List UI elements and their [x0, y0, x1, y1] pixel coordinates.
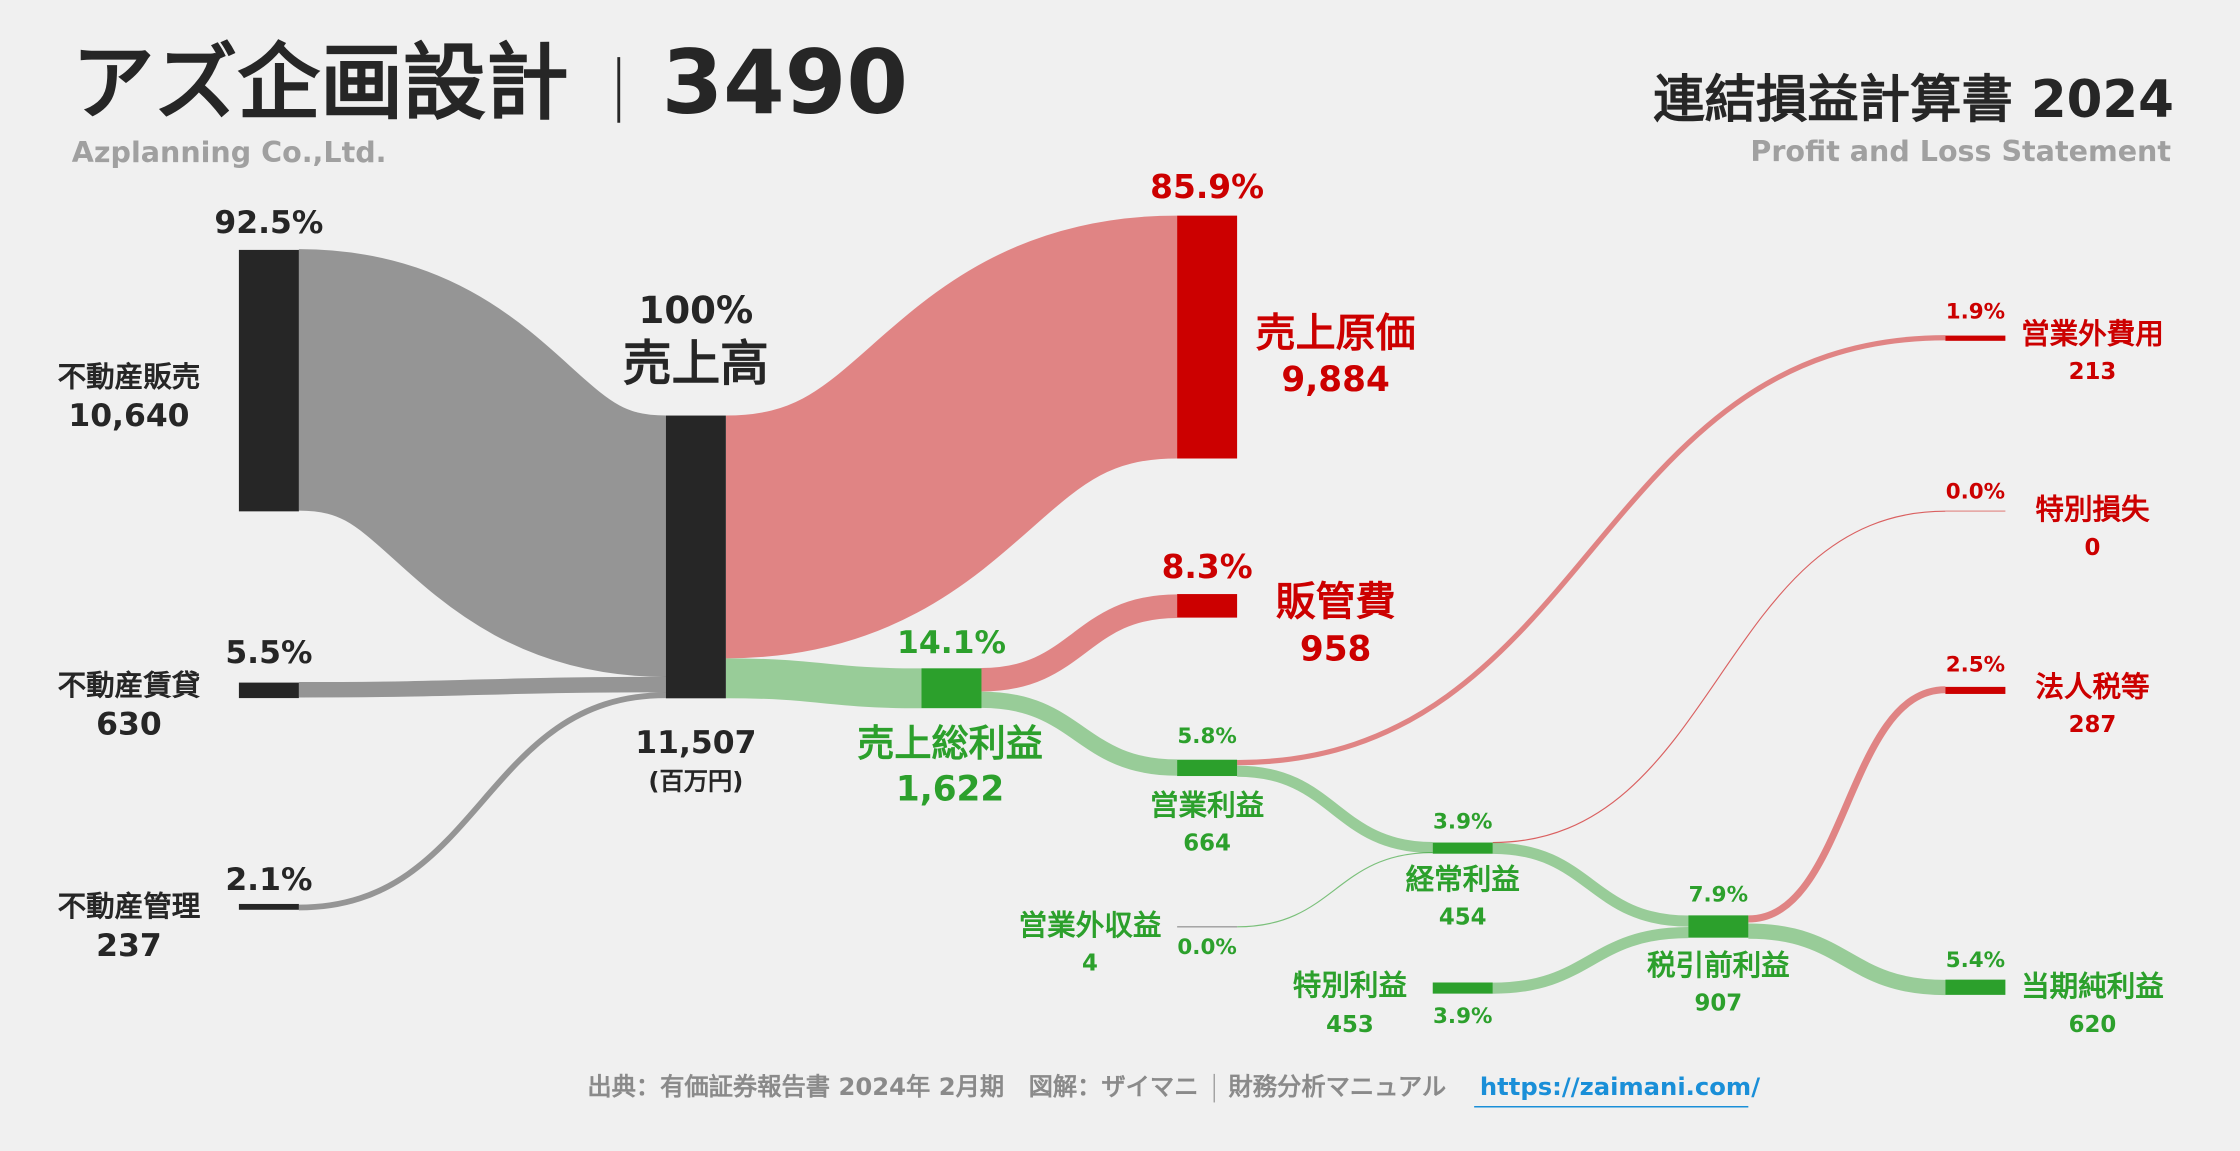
nodes: 不動産販売 10,640 92.5% 不動産賃貸 630 5.5% 不動産管理 237 2.1%… [58, 168, 2164, 1038]
node-value: 237 [96, 928, 162, 964]
node-name: 税引前利益 [1647, 948, 1790, 982]
node-share: 3.9% [1433, 810, 1492, 835]
node-share: 92.5% [214, 205, 323, 241]
links [294, 215, 1946, 996]
flow-link [725, 658, 922, 709]
node-name: 不動産管理 [58, 889, 201, 923]
node-value: 11,507 [635, 725, 756, 761]
statement-title: 連結損益計算書 2024 [1653, 70, 2174, 130]
node-bar [1177, 926, 1238, 928]
flow-link [1492, 926, 1689, 994]
node-name: 営業利益 [1150, 788, 1264, 822]
node-share: 5.8% [1177, 724, 1236, 749]
node-share: 3.9% [1433, 1004, 1492, 1029]
node-value: 907 [1695, 990, 1743, 1016]
flow-link [294, 249, 671, 677]
statement-subtitle: Profit and Loss Statement [1750, 134, 2171, 168]
node-value: 630 [96, 706, 162, 742]
footer-url[interactable]: https://zaimani.com/ [1480, 1072, 1760, 1101]
node-name: 不動産販売 [58, 359, 201, 393]
node-value: 4 [1082, 950, 1098, 976]
node-name: 営業外収益 [1019, 908, 1162, 942]
node-bar [1688, 915, 1749, 938]
company-code: 3490 [662, 31, 908, 134]
node-share: 7.9% [1689, 882, 1748, 907]
node-share: 0.0% [1177, 935, 1236, 960]
node-value: 213 [2069, 359, 2117, 385]
node-bar [1177, 759, 1238, 777]
node-value: 0 [2085, 535, 2101, 561]
node-bar [1177, 594, 1238, 618]
node-name: 不動産賃貸 [58, 668, 201, 702]
flow-link [1492, 510, 1946, 844]
node-bar [1432, 982, 1493, 994]
node-value: 1,622 [896, 770, 1004, 810]
node-value: 664 [1183, 830, 1231, 856]
footer-credit: 図解：ザイマニ [1029, 1072, 1199, 1101]
node-share: 8.3% [1162, 548, 1253, 586]
node-name: 特別利益 [1293, 968, 1407, 1002]
node-bar [238, 682, 299, 699]
node-bar [1945, 979, 2006, 995]
node-name: 営業外費用 [2021, 317, 2164, 351]
node-name: 売上総利益 [857, 722, 1043, 765]
chart-title: アズ企画設計 [72, 34, 569, 131]
node-name: 特別損失 [2035, 492, 2150, 526]
node-value: 958 [1300, 630, 1372, 670]
flow-link [1237, 335, 1946, 766]
node-share: 85.9% [1150, 168, 1264, 206]
footer-site-name: 財務分析マニュアル [1229, 1072, 1447, 1101]
flow-link [981, 594, 1178, 692]
flow-link [298, 692, 666, 911]
node-bar [1945, 686, 2006, 694]
node-share: 0.0% [1946, 480, 2005, 505]
node-name: 経常利益 [1406, 862, 1520, 896]
flow-link [1237, 851, 1433, 928]
node-name: 販管費 [1276, 579, 1396, 625]
node-value: 620 [2069, 1012, 2117, 1038]
flow-link [298, 676, 666, 698]
node-bar [238, 249, 299, 512]
node-value: 453 [1326, 1012, 1374, 1038]
node-name: 法人税等 [2035, 669, 2149, 703]
node-bar [238, 903, 299, 910]
footer-source: 出典：有価証券報告書 2024年 2月期 [587, 1072, 1004, 1101]
node-value: 10,640 [68, 398, 189, 434]
node-bar [921, 668, 982, 709]
node-bar [665, 415, 726, 699]
unit-label: (百万円) [648, 767, 743, 796]
flow-link [722, 215, 1181, 659]
node-share: 2.1% [225, 862, 312, 898]
node-bar [1945, 510, 2006, 512]
chart-subtitle: Azplanning Co.,Ltd. [72, 135, 387, 169]
node-bar [1432, 842, 1493, 854]
node-value: 454 [1439, 905, 1487, 931]
node-share: 100% [639, 289, 754, 332]
flow-link [1237, 765, 1433, 854]
node-name: 売上原価 [1256, 311, 1416, 357]
node-share: 5.4% [1946, 948, 2005, 973]
node-value: 9,884 [1281, 360, 1389, 400]
flow-link [1492, 842, 1689, 927]
node-share: 1.9% [1946, 300, 2005, 325]
node-value: 287 [2069, 712, 2117, 738]
node-bar [1945, 335, 2006, 341]
node-share: 2.5% [1946, 652, 2005, 677]
flow-link [981, 691, 1178, 776]
node-share: 14.1% [897, 625, 1006, 661]
node-name: 当期純利益 [2021, 969, 2164, 1003]
flow-link [1748, 923, 1946, 996]
flow-link [1748, 686, 1946, 923]
node-bar [1177, 215, 1238, 459]
node-name: 売上高 [623, 336, 769, 392]
node-share: 5.5% [225, 635, 312, 671]
